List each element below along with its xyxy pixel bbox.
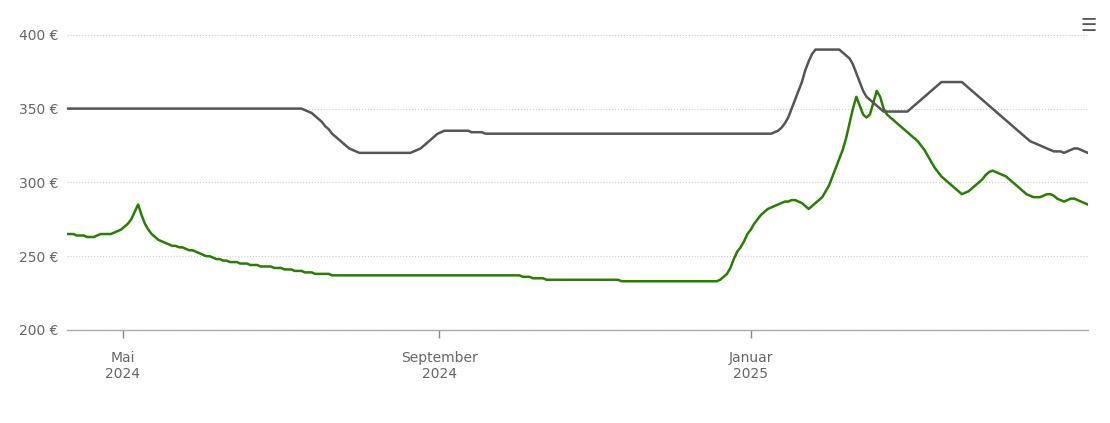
Text: 2024: 2024 — [105, 367, 140, 382]
Text: Januar: Januar — [728, 351, 773, 365]
Text: September: September — [401, 351, 477, 365]
Text: 2024: 2024 — [422, 367, 457, 382]
Text: ☰: ☰ — [1080, 17, 1097, 35]
Text: Mai: Mai — [111, 351, 135, 365]
Text: 2025: 2025 — [734, 367, 768, 382]
